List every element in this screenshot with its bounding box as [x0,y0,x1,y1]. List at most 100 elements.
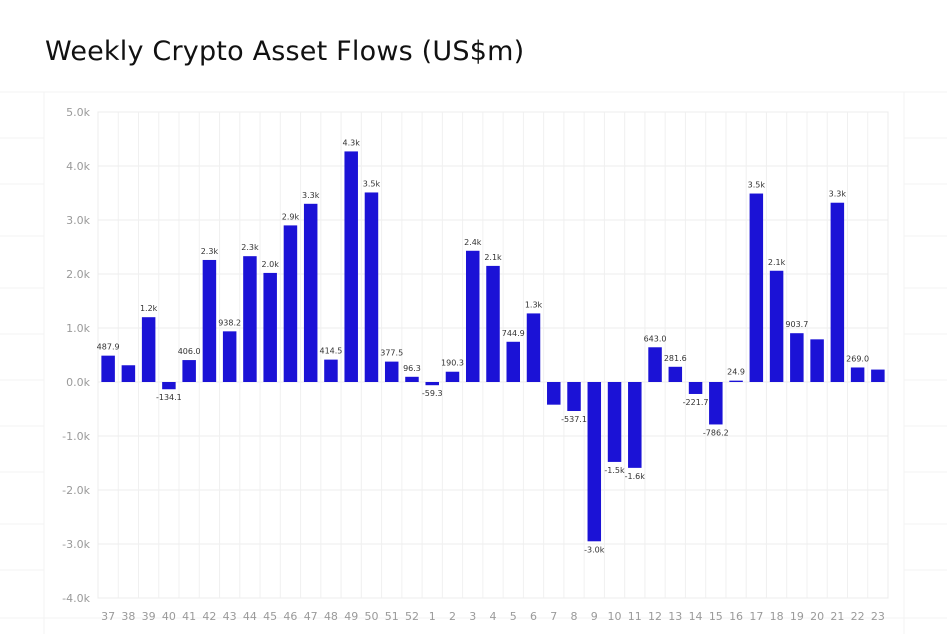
data-label: 3.3k [302,191,320,200]
x-tick-label: 51 [385,610,399,623]
bar [141,317,156,382]
x-tick-label: 14 [689,610,703,623]
x-tick-label: 50 [364,610,378,623]
data-label: -59.3 [422,389,443,398]
x-tick-label: 11 [628,610,642,623]
x-tick-label: 13 [668,610,682,623]
data-label: 903.7 [785,320,808,329]
x-tick-label: 15 [709,610,723,623]
x-tick-label: 39 [142,610,156,623]
x-tick-label: 49 [344,610,358,623]
bar [303,203,318,382]
y-tick-label: -2.0k [62,484,90,497]
data-label: -786.2 [703,428,729,437]
bar [243,256,257,382]
bar [465,250,480,382]
bar [648,347,662,382]
bar [668,366,683,382]
data-label: -1.5k [604,466,625,475]
bar [182,360,196,382]
bar [263,272,277,382]
bar [506,341,521,382]
x-tick-label: 9 [591,610,598,623]
data-label: 643.0 [644,334,667,343]
data-label: 938.2 [218,318,241,327]
chart-title: Weekly Crypto Asset Flows (US$m) [45,36,525,67]
y-tick-label: 2.0k [66,268,90,281]
data-label: 2.3k [241,243,259,252]
bar [445,371,460,382]
x-tick-label: 41 [182,610,196,623]
bar [871,369,885,382]
bar [283,225,298,382]
data-label: 2.4k [464,238,482,247]
data-label: 3.5k [363,179,381,188]
bar [607,382,622,462]
x-tick-label: 6 [530,610,537,623]
data-label: 744.9 [502,329,525,338]
bar [688,382,703,394]
data-label: 281.6 [664,354,687,363]
data-label: -537.1 [561,415,587,424]
y-tick-label: 5.0k [66,106,90,119]
x-tick-label: 23 [871,610,885,623]
data-label: 487.9 [97,343,120,352]
x-tick-label: 21 [830,610,844,623]
bar [324,359,338,382]
bar [628,382,642,468]
bar [810,339,824,382]
y-tick-label: -1.0k [62,430,90,443]
bar [567,382,581,412]
y-tick-label: 1.0k [66,322,90,335]
data-label: 2.9k [282,212,300,221]
bar [425,382,439,386]
bar [162,382,176,390]
x-tick-label: 46 [283,610,297,623]
x-tick-label: 10 [608,610,622,623]
x-tick-label: 7 [550,610,557,623]
data-label: 269.0 [846,354,869,363]
data-label: 2.1k [484,253,502,262]
x-tick-label: 44 [243,610,257,623]
y-tick-label: -4.0k [62,592,90,605]
data-label: 377.5 [380,349,403,358]
data-label: 96.3 [403,364,421,373]
bar [526,313,541,382]
bar [364,192,379,382]
data-label: 1.3k [525,300,543,309]
data-label: -3.0k [584,545,605,554]
data-label: 1.2k [140,304,158,313]
x-tick-label: 18 [770,610,784,623]
x-tick-label: 4 [490,610,497,623]
x-tick-label: 1 [429,610,436,623]
data-label: 414.5 [319,347,342,356]
x-tick-label: 45 [263,610,277,623]
data-label: 2.1k [768,258,786,267]
x-tick-label: 2 [449,610,456,623]
data-label: 3.5k [748,181,766,190]
bar [486,265,500,382]
bar [769,270,784,382]
x-tick-label: 12 [648,610,662,623]
x-tick-label: 20 [810,610,824,623]
x-tick-label: 48 [324,610,338,623]
bar [830,202,845,382]
x-tick-label: 47 [304,610,318,623]
bar [222,331,237,382]
y-tick-label: -3.0k [62,538,90,551]
data-label: 2.3k [201,247,219,256]
bar [729,380,743,382]
x-tick-label: 43 [223,610,237,623]
bar [405,376,419,382]
bar [587,382,602,542]
x-tick-label: 16 [729,610,743,623]
bar [709,382,723,425]
x-tick-label: 8 [571,610,578,623]
x-tick-label: 40 [162,610,176,623]
x-tick-label: 17 [749,610,763,623]
x-tick-label: 52 [405,610,419,623]
x-tick-label: 3 [469,610,476,623]
bar [749,193,764,382]
